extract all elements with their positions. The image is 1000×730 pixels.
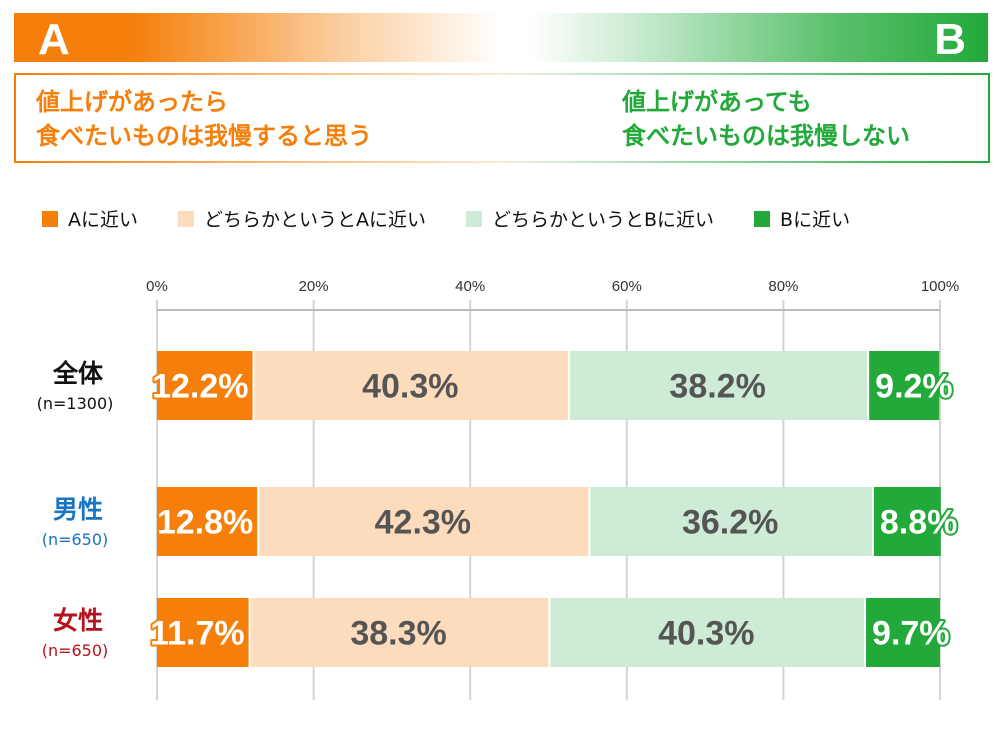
legend-item: Bに近い bbox=[754, 205, 850, 232]
a-statement: 値上げがあったら 食べたいものは我慢すると思う bbox=[36, 85, 372, 153]
b-statement-line: 値上げがあっても bbox=[622, 88, 812, 116]
legend-swatch bbox=[466, 210, 482, 227]
bar-segment bbox=[590, 487, 872, 556]
category-n: (n=650) bbox=[42, 530, 109, 549]
tick-label: 40% bbox=[455, 278, 485, 295]
category-label: 男性 bbox=[53, 495, 103, 524]
data-label: 11.7% bbox=[150, 615, 245, 653]
b-label: B bbox=[934, 15, 966, 64]
category-n: (n=1300) bbox=[37, 394, 114, 413]
tick-label: 60% bbox=[612, 278, 642, 295]
legend-label: Aに近い bbox=[68, 209, 138, 231]
category-label: 女性 bbox=[53, 606, 103, 635]
b-statement: 値上げがあっても 食べたいものは我慢しない bbox=[622, 85, 910, 153]
a-statement-line: 値上げがあったら bbox=[36, 88, 228, 116]
legend-swatch bbox=[178, 210, 194, 227]
data-label: 8.8% bbox=[880, 504, 958, 542]
legend-label: どちらかというとAに近い bbox=[204, 209, 426, 231]
bar-segment bbox=[157, 487, 258, 556]
bar-segment bbox=[873, 487, 941, 556]
statement-box: 値上げがあったら 食べたいものは我慢すると思う 値上げがあっても 食べたいものは… bbox=[14, 73, 990, 163]
data-label: 38.3% bbox=[350, 615, 446, 653]
bar-segment bbox=[157, 598, 249, 667]
data-label: 40.3% bbox=[362, 368, 458, 406]
legend-label: Bに近い bbox=[780, 209, 851, 231]
legend-label: どちらかというとBに近い bbox=[492, 209, 715, 231]
legend-item: どちらかというとBに近い bbox=[466, 205, 714, 232]
category-n: (n=650) bbox=[42, 641, 109, 660]
data-label: 12.2% bbox=[152, 368, 248, 406]
bar-segment bbox=[869, 351, 940, 420]
data-label: 38.2% bbox=[669, 368, 765, 406]
b-statement-line: 食べたいものは我慢しない bbox=[622, 122, 910, 150]
ab-gradient-band: A B bbox=[14, 13, 988, 64]
legend-swatch bbox=[42, 210, 58, 227]
data-label: 12.8% bbox=[157, 504, 253, 542]
category-label: 全体 bbox=[52, 359, 104, 388]
bar-segment bbox=[157, 351, 253, 420]
bar-segment bbox=[259, 487, 589, 556]
tick-label: 100% bbox=[921, 278, 959, 295]
tick-label: 80% bbox=[768, 278, 798, 295]
bar-segment bbox=[866, 598, 940, 667]
a-statement-line: 食べたいものは我慢すると思う bbox=[36, 122, 372, 150]
bar-segment bbox=[550, 598, 865, 667]
legend: Aに近い どちらかというとAに近い どちらかというとBに近い Bに近い bbox=[42, 205, 890, 232]
legend-item: Aに近い bbox=[42, 205, 138, 232]
bar-segment bbox=[570, 351, 868, 420]
tick-label: 20% bbox=[299, 278, 329, 295]
legend-swatch bbox=[754, 210, 771, 227]
tick-label: 0% bbox=[146, 278, 168, 295]
a-label: A bbox=[38, 15, 70, 64]
bar-segment bbox=[250, 598, 549, 667]
data-label: 42.3% bbox=[375, 504, 471, 542]
data-label: 9.2% bbox=[875, 368, 953, 406]
data-label: 36.2% bbox=[682, 504, 778, 542]
legend-item: どちらかというとAに近い bbox=[178, 205, 426, 232]
bar-segment bbox=[254, 351, 569, 420]
data-label: 40.3% bbox=[658, 615, 754, 653]
data-label: 9.7% bbox=[872, 615, 950, 653]
